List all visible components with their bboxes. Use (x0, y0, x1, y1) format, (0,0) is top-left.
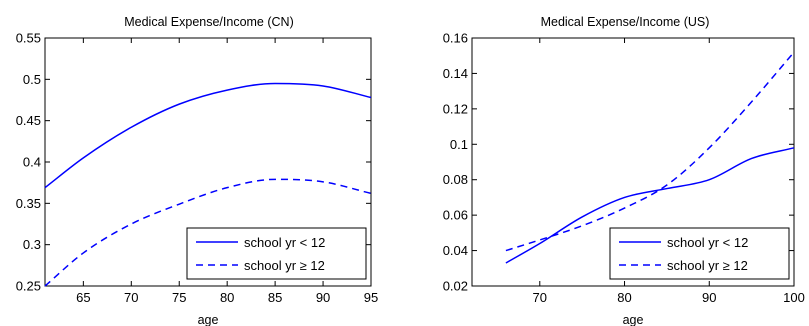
y-tick-label: 0.3 (23, 237, 41, 252)
y-tick-label: 0.1 (450, 137, 468, 152)
x-tick-label: 80 (617, 290, 631, 305)
x-tick-label: 65 (76, 290, 90, 305)
chart-us-legend-label-0: school yr < 12 (667, 235, 748, 250)
chart-cn-legend-label-0: school yr < 12 (244, 235, 325, 250)
y-tick-label: 0.35 (16, 196, 41, 211)
series-line-0 (505, 147, 795, 264)
chart-us-title: Medical Expense/Income (US) (541, 15, 710, 29)
x-tick-label: 90 (316, 290, 330, 305)
chart-us-xticks: 70 80 90 100 (533, 38, 805, 305)
series-line-1 (505, 51, 795, 252)
series-line-0 (44, 82, 372, 189)
y-tick-label: 0.25 (16, 279, 41, 294)
y-tick-label: 0.5 (23, 72, 41, 87)
y-tick-label: 0.06 (443, 208, 468, 223)
x-tick-label: 85 (268, 290, 282, 305)
chart-cn-yticks: 0.25 0.3 0.35 0.4 0.45 0.5 0.55 (16, 31, 371, 294)
chart-cn-lines (44, 82, 372, 287)
x-tick-label: 80 (220, 290, 234, 305)
chart-cn-legend-box (186, 227, 367, 280)
x-tick-label: 75 (172, 290, 186, 305)
chart-cn-xlabel: age (198, 313, 219, 326)
y-tick-label: 0.04 (443, 243, 468, 258)
chart-cn-legend: school yr < 12 school yr ≥ 12 (186, 227, 367, 280)
chart-us-legend-label-1: school yr ≥ 12 (667, 258, 748, 273)
y-tick-label: 0.02 (443, 279, 468, 294)
chart-us-xlabel: age (623, 313, 644, 326)
x-tick-label: 70 (124, 290, 138, 305)
chart-cn-title: Medical Expense/Income (CN) (124, 15, 294, 29)
chart-cn: Medical Expense/Income (CN) 65 70 75 80 85 90… (16, 15, 379, 326)
y-tick-label: 0.45 (16, 113, 41, 128)
chart-us-lines (505, 51, 795, 264)
chart-cn-legend-label-1: school yr ≥ 12 (244, 258, 325, 273)
x-tick-label: 95 (364, 290, 378, 305)
chart-us-legend-box (609, 227, 790, 280)
x-tick-label: 100 (783, 290, 805, 305)
x-tick-label: 70 (533, 290, 547, 305)
series-line-1 (44, 178, 372, 287)
y-tick-label: 0.14 (443, 66, 468, 81)
chart-cn-xticks: 65 70 75 80 85 90 95 (76, 38, 378, 305)
y-tick-label: 0.16 (443, 31, 468, 46)
chart-us: Medical Expense/Income (US) 70 80 90 100 0.… (443, 15, 805, 326)
chart-us-yticks: 0.02 0.04 0.06 0.08 0.1 0.12 0.14 0.16 (443, 31, 794, 294)
x-tick-label: 90 (702, 290, 716, 305)
y-tick-label: 0.12 (443, 101, 468, 116)
chart-us-legend: school yr < 12 school yr ≥ 12 (609, 227, 790, 280)
y-tick-label: 0.4 (23, 155, 41, 170)
y-tick-label: 0.55 (16, 31, 41, 46)
y-tick-label: 0.08 (443, 172, 468, 187)
